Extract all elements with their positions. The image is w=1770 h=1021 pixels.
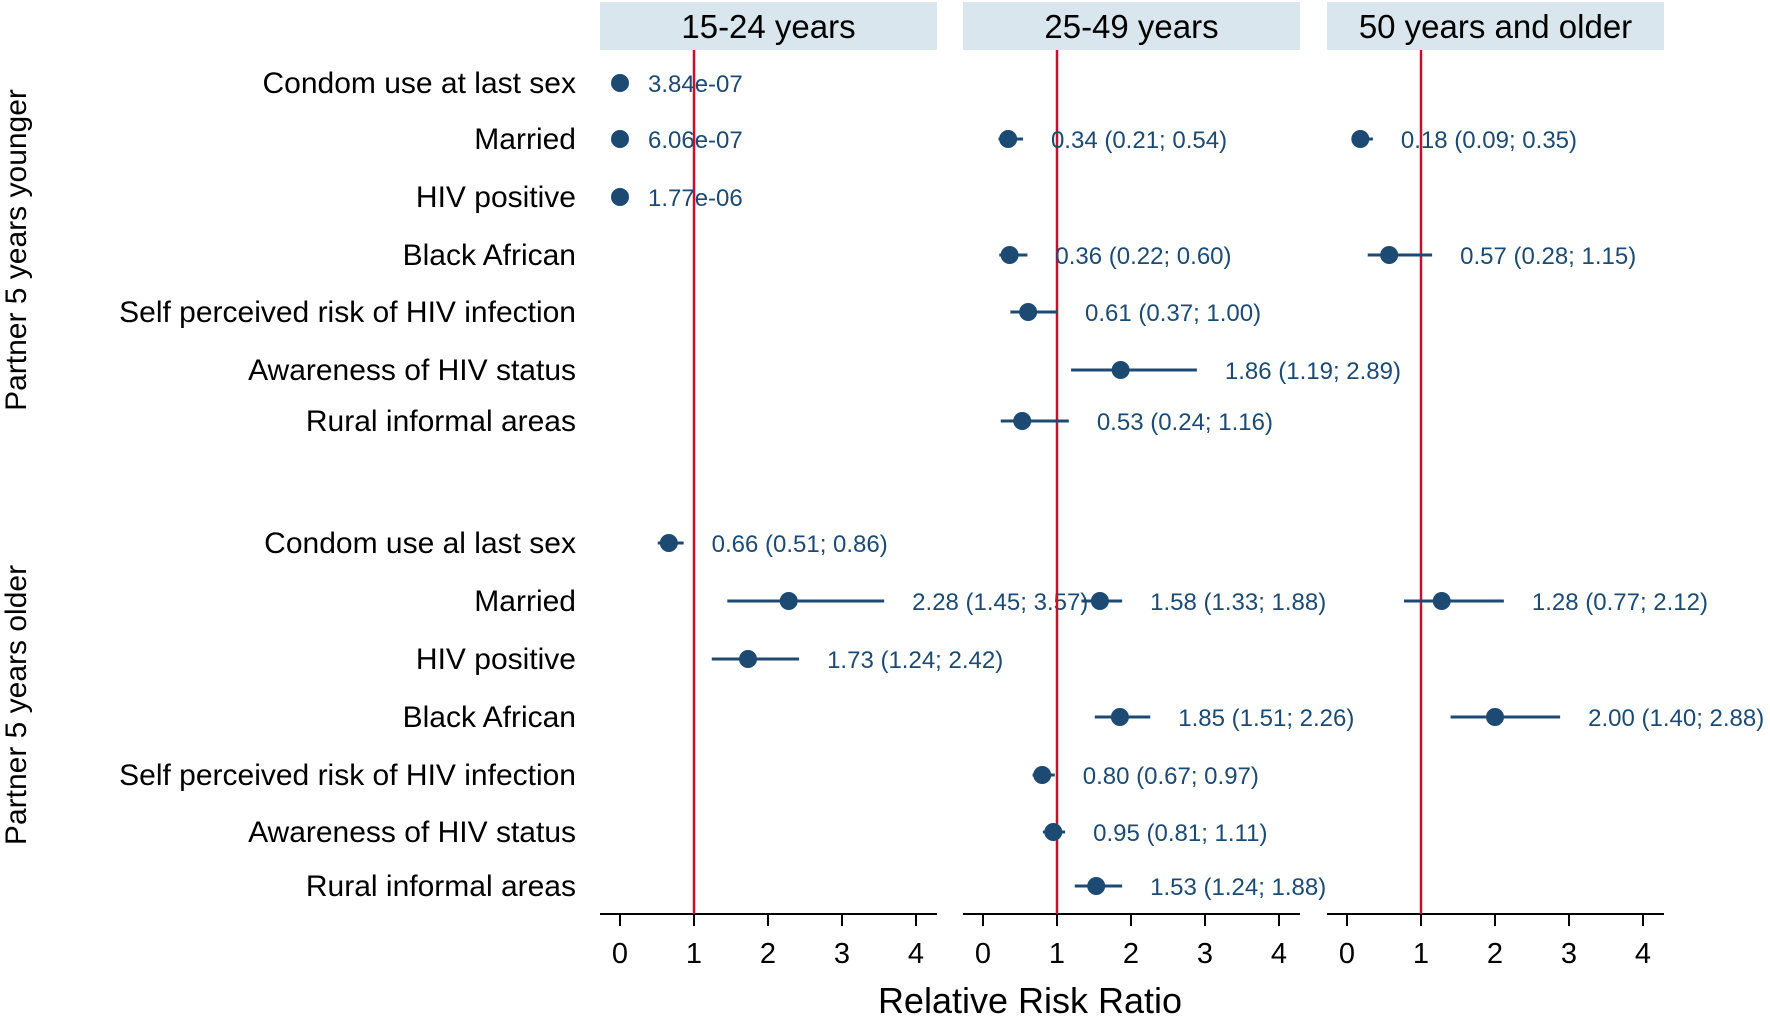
estimate-label-1-0-4: 0.61 (0.37; 1.00): [1085, 300, 1261, 327]
point-2-0-1: [1351, 130, 1370, 148]
row-label-0-married: Married: [474, 123, 576, 156]
group-label-1: Partner 5 years older: [0, 565, 33, 845]
x-tick-label-0-3: 3: [834, 938, 850, 970]
row-label-0-hiv-positive: HIV positive: [416, 181, 576, 214]
estimate-label-2-0-3: 0.57 (0.28; 1.15): [1460, 243, 1636, 270]
x-tick-label-2-2: 2: [1487, 938, 1503, 970]
row-label-0-condom-use-at-last-sex: Condom use at last sex: [263, 67, 577, 100]
point-1-0-3: [1000, 246, 1019, 264]
panel-25-49-years: 25-49 years 0 1 2 3 4 0.34 (0.21; 0.54) 0.36 (0…: [963, 2, 1401, 970]
point-0-0-0: [611, 74, 629, 92]
estimate-label-2-0-1: 0.18 (0.09; 0.35): [1401, 127, 1577, 154]
point-2-0-3: [1380, 246, 1399, 264]
point-1-1-4: [1033, 766, 1052, 784]
row-label-0-rural-informal-areas: Rural informal areas: [306, 405, 576, 438]
row-label-0-self-perceived-risk-of-hiv-infection: Self perceived risk of HIV infection: [119, 296, 576, 329]
row-label-0-black-african: Black African: [403, 239, 576, 272]
x-tick-label-2-3: 3: [1561, 938, 1577, 970]
estimate-label-0-1-1: 2.28 (1.45; 3.57): [912, 589, 1088, 616]
x-tick-label-2-1: 1: [1413, 938, 1429, 970]
point-1-1-6: [1087, 877, 1106, 895]
x-axis-title: Relative Risk Ratio: [878, 980, 1182, 1021]
x-tick-label-1-4: 4: [1271, 938, 1287, 970]
estimate-label-1-0-6: 0.53 (0.24; 1.16): [1097, 409, 1273, 436]
point-2-1-1: [1432, 592, 1451, 610]
row-label-1-awareness-of-hiv-status: Awareness of HIV status: [248, 816, 576, 849]
x-tick-label-0-4: 4: [908, 938, 924, 970]
point-0-1-1: [779, 592, 798, 610]
estimate-label-1-1-6: 1.53 (1.24; 1.88): [1150, 874, 1326, 901]
panel-header-0: [600, 2, 937, 50]
estimate-label-1-1-5: 0.95 (0.81; 1.11): [1093, 820, 1267, 847]
point-2-1-3: [1486, 708, 1504, 726]
panel-50-years-and-older: 50 years and older 0 1 2 3 4 0.18 (0.09; 0.35)…: [1327, 2, 1764, 970]
point-1-0-1: [999, 130, 1018, 148]
estimate-label-1-1-3: 1.85 (1.51; 2.26): [1178, 705, 1354, 732]
x-tick-label-1-2: 2: [1123, 938, 1139, 970]
x-tick-label-1-1: 1: [1049, 938, 1065, 970]
x-tick-label-1-0: 0: [975, 938, 991, 970]
point-0-1-0: [659, 534, 678, 552]
point-1-1-5: [1044, 823, 1063, 841]
point-0-0-2: [611, 188, 630, 206]
estimate-label-1-1-4: 0.80 (0.67; 0.97): [1083, 763, 1259, 790]
panel-15-24-years: 15-24 years 0 1 2 3 4 3.84e-07 6.06e-07 1.77e-06…: [600, 2, 1088, 970]
x-tick-label-0-1: 1: [686, 938, 702, 970]
estimate-label-0-1-0: 0.66 (0.51; 0.86): [712, 531, 888, 558]
point-1-1-3: [1110, 708, 1129, 726]
x-tick-label-0-0: 0: [612, 938, 628, 970]
x-tick-label-2-0: 0: [1339, 938, 1355, 970]
row-label-1-rural-informal-areas: Rural informal areas: [306, 870, 576, 903]
estimate-label-2-1-1: 1.28 (0.77; 2.12): [1532, 589, 1708, 616]
estimate-label-2-1-3: 2.00 (1.40; 2.88): [1588, 705, 1764, 732]
estimate-label-0-0-0: 3.84e-07: [648, 71, 743, 98]
row-label-1-married: Married: [474, 585, 576, 618]
estimate-label-1-0-3: 0.36 (0.22; 0.60): [1055, 243, 1231, 270]
estimate-label-0-1-2: 1.73 (1.24; 2.42): [827, 647, 1003, 674]
row-label-1-self-perceived-risk-of-hiv-infection: Self perceived risk of HIV infection: [119, 759, 576, 792]
row-label-1-black-african: Black African: [403, 701, 576, 734]
point-1-1-1: [1090, 592, 1109, 610]
x-tick-label-0-2: 2: [760, 938, 776, 970]
estimate-label-1-0-5: 1.86 (1.19; 2.89): [1225, 358, 1401, 385]
estimate-label-1-1-1: 1.58 (1.33; 1.88): [1150, 589, 1326, 616]
panel-title-1: 25-49 years: [1044, 8, 1218, 45]
row-label-0-awareness-of-hiv-status: Awareness of HIV status: [248, 354, 576, 387]
point-1-0-4: [1019, 303, 1038, 321]
panel-header-1: [963, 2, 1300, 50]
estimate-label-1-0-1: 0.34 (0.21; 0.54): [1051, 127, 1227, 154]
panel-title-0: 15-24 years: [681, 8, 855, 45]
row-label-1-hiv-positive: HIV positive: [416, 643, 576, 676]
x-tick-label-2-4: 4: [1635, 938, 1651, 970]
panel-header-2: [1327, 2, 1664, 50]
point-1-0-6: [1013, 412, 1032, 430]
point-0-1-2: [739, 650, 758, 668]
x-tick-label-1-3: 3: [1197, 938, 1213, 970]
estimate-label-0-0-1: 6.06e-07: [648, 127, 743, 154]
panel-title-2: 50 years and older: [1359, 8, 1632, 45]
point-1-0-5: [1111, 361, 1130, 379]
point-0-0-1: [611, 130, 630, 148]
estimate-label-0-0-2: 1.77e-06: [648, 185, 743, 212]
group-label-0: Partner 5 years younger: [0, 89, 33, 411]
row-label-1-condom-use-al-last-sex: Condom use al last sex: [264, 527, 576, 560]
